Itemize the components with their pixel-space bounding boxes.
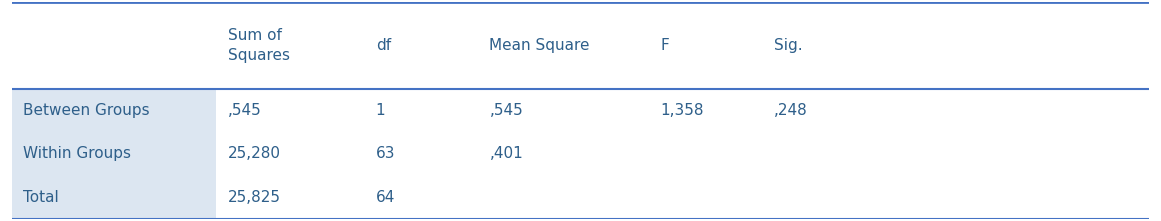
- Text: ,401: ,401: [490, 146, 524, 161]
- Text: 1: 1: [376, 103, 385, 118]
- Text: 64: 64: [376, 190, 395, 205]
- Text: ,248: ,248: [774, 103, 808, 118]
- Text: 25,280: 25,280: [228, 146, 281, 161]
- Text: 1,358: 1,358: [661, 103, 704, 118]
- Bar: [12, 132, 216, 175]
- Text: Total: Total: [23, 190, 59, 205]
- Text: Sig.: Sig.: [774, 38, 802, 53]
- Text: Sum of
Squares: Sum of Squares: [228, 28, 290, 63]
- Bar: [12, 89, 216, 132]
- Text: ,545: ,545: [490, 103, 524, 118]
- Text: df: df: [376, 38, 391, 53]
- Text: Within Groups: Within Groups: [23, 146, 131, 161]
- Text: F: F: [661, 38, 669, 53]
- Text: 63: 63: [376, 146, 395, 161]
- Text: Mean Square: Mean Square: [490, 38, 590, 53]
- Text: Between Groups: Between Groups: [23, 103, 150, 118]
- Text: 25,825: 25,825: [228, 190, 281, 205]
- Text: ,545: ,545: [228, 103, 261, 118]
- Bar: [12, 175, 216, 219]
